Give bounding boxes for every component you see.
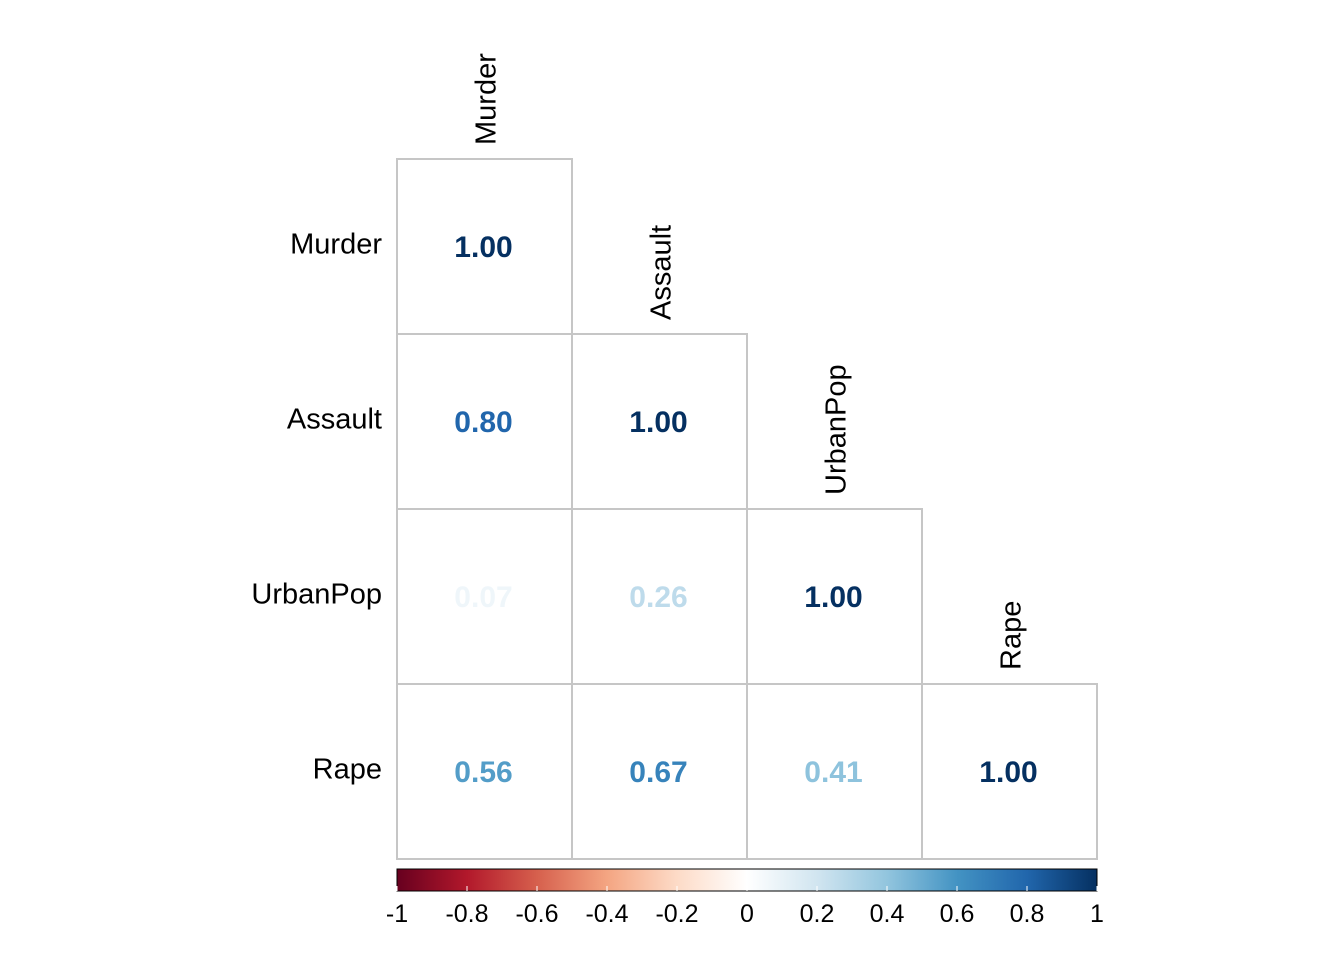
value-label: 1.00: [979, 756, 1037, 789]
colorbar-tick-label: -0.4: [585, 900, 628, 928]
value-label: 0.26: [629, 581, 687, 614]
column-label-murder: Murder: [471, 53, 503, 145]
cell-layer: [396, 158, 1098, 860]
colorbar-tick-label: -1: [386, 900, 408, 928]
cell-urbanpop-urbanpop: [746, 508, 923, 685]
value-label: 0.07: [454, 581, 512, 614]
row-label-assault: Assault: [287, 404, 382, 436]
colorbar-tick-label: 0.2: [800, 900, 835, 928]
cell-rape-assault: [571, 683, 748, 860]
column-label-layer: Murder Assault UrbanPop Rape: [471, 53, 1028, 670]
value-layer: 1.00 0.80 1.00 0.07 0.26 1.00 0.56 0.67 0.41 1.00: [454, 231, 1037, 789]
value-label: 1.00: [629, 406, 687, 439]
cell-urbanpop-murder: [396, 508, 573, 685]
row-label-murder: Murder: [290, 229, 382, 261]
colorbar-tick-label: -0.6: [515, 900, 558, 928]
cell-murder-murder: [396, 158, 573, 335]
value-label: 1.00: [454, 231, 512, 264]
cell-assault-assault: [571, 333, 748, 510]
value-label: 0.80: [454, 406, 512, 439]
column-label-urbanpop: UrbanPop: [821, 364, 853, 495]
colorbar-tick-label: 1: [1090, 900, 1104, 928]
cell-assault-murder: [396, 333, 573, 510]
value-label: 1.00: [804, 581, 862, 614]
value-label: 0.41: [804, 756, 862, 789]
colorbar-tick-label: 0.8: [1010, 900, 1045, 928]
row-label-rape: Rape: [313, 754, 382, 786]
value-label: 0.67: [629, 756, 687, 789]
value-label: 0.56: [454, 756, 512, 789]
cell-rape-murder: [396, 683, 573, 860]
cell-rape-rape: [921, 683, 1098, 860]
cell-rape-urbanpop: [746, 683, 923, 860]
cell-urbanpop-assault: [571, 508, 748, 685]
colorbar-tick-label: 0.4: [870, 900, 905, 928]
colorbar-tick-label: 0.6: [940, 900, 975, 928]
colorbar-tick-label: -0.2: [655, 900, 698, 928]
row-label-urbanpop: UrbanPop: [251, 579, 382, 611]
column-label-rape: Rape: [996, 601, 1028, 670]
column-label-assault: Assault: [646, 225, 678, 320]
row-label-layer: Murder Assault UrbanPop Rape: [251, 229, 382, 786]
color-legend: -1 -0.8 -0.6 -0.4 -0.2 0 0.2 0.4 0.6 0.8 1: [386, 868, 1104, 928]
colorbar-tick-label: 0: [740, 900, 754, 928]
colorbar-tick-label: -0.8: [445, 900, 488, 928]
